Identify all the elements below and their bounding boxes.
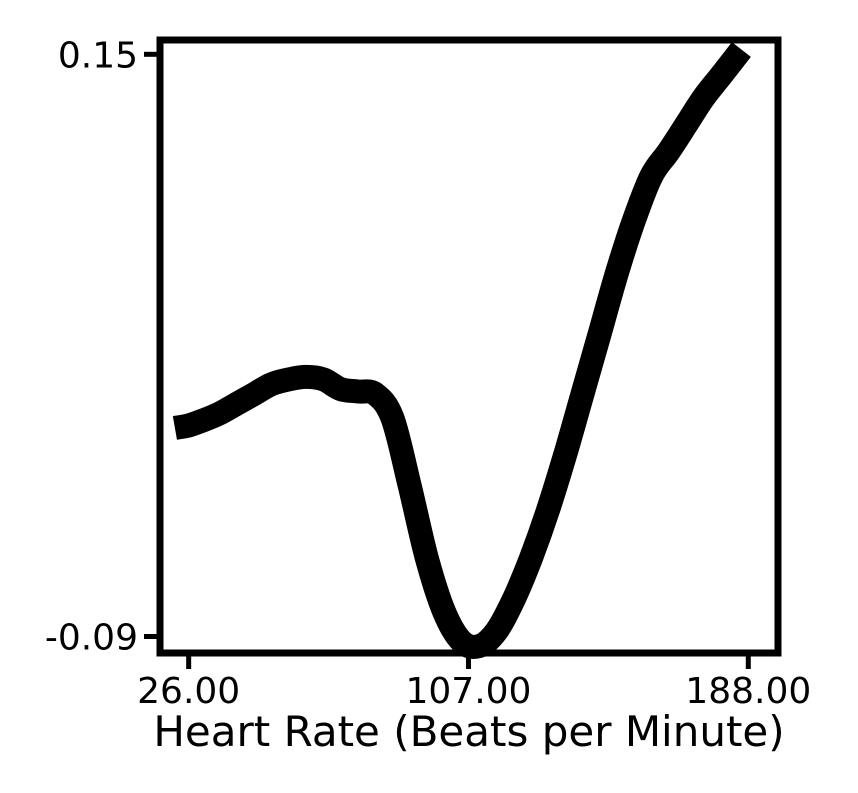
series-layer	[172, 42, 751, 659]
y-tick-label: -0.09	[45, 618, 138, 659]
x-axis-ticks: 26.00 107.00 188.00	[137, 653, 811, 712]
x-tick-label: 188.00	[685, 671, 811, 712]
x-tick-label: 26.00	[137, 671, 240, 712]
x-axis-title: Heart Rate (Beats per Minute)	[153, 707, 784, 756]
y-tick-label: 0.15	[58, 35, 138, 76]
x-tick-label: 107.00	[405, 671, 531, 712]
series-line-0	[172, 42, 751, 659]
y-axis-ticks: 0.15 -0.09	[45, 35, 160, 659]
